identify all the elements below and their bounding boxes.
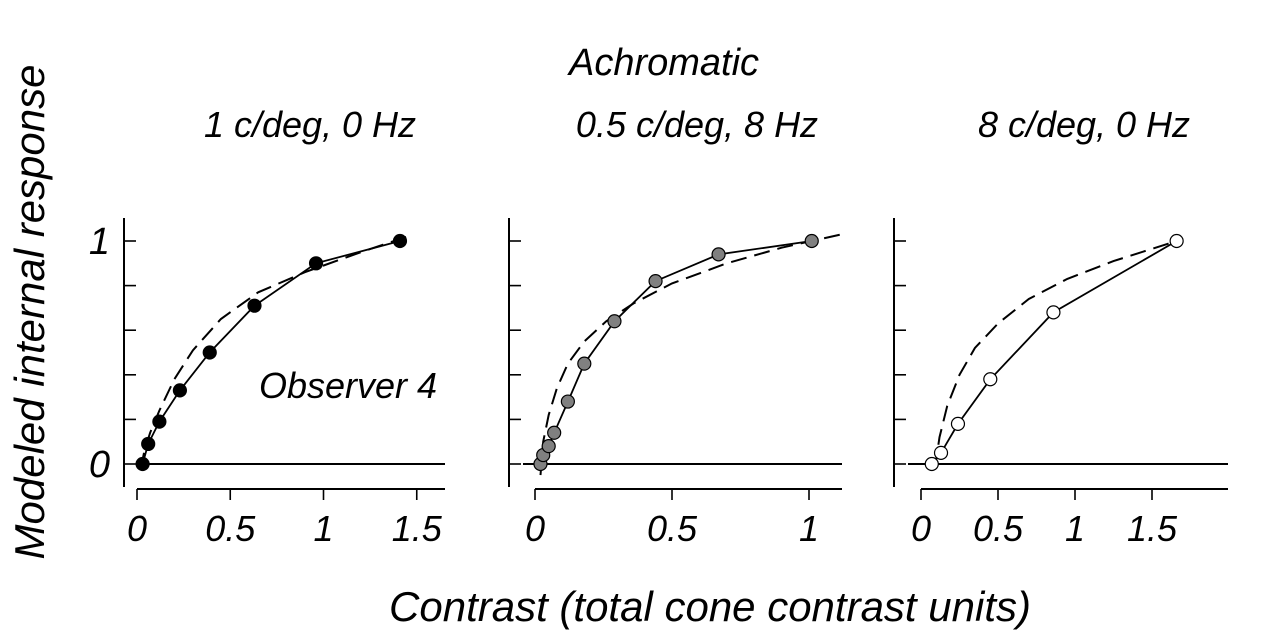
data-point — [392, 233, 408, 249]
observer-annotation: Observer 4 — [259, 365, 437, 406]
data-point — [924, 456, 939, 472]
x-tick-label: 0.5 — [647, 508, 698, 549]
panel-0-5-c-deg-8-hz: 0.5 c/deg, 8 Hz 0 0.5 1 — [508, 104, 843, 549]
x-tick-label: 1.5 — [1127, 508, 1178, 549]
x-tick-label: 0.5 — [205, 508, 256, 549]
data-point — [983, 372, 998, 387]
data-point — [560, 394, 575, 409]
panel-1-c-deg-0-hz: 1 c/deg, 0 Hz Observer 4 0 1 0 0.5 1 1.5 — [89, 104, 445, 549]
data-point — [541, 439, 556, 454]
data-point — [308, 256, 324, 271]
data-point — [648, 274, 663, 289]
data-line — [141, 240, 401, 465]
x-tick-label: 0 — [127, 508, 147, 549]
data-point — [607, 314, 622, 329]
model-fit-curve — [539, 233, 843, 476]
y-tick-label: 1 — [89, 221, 110, 263]
x-tick-label: 1 — [313, 508, 333, 549]
data-point — [247, 298, 262, 313]
data-point — [950, 416, 966, 431]
panel-title: 1 c/deg, 0 Hz — [204, 104, 416, 145]
x-tick-label: 0 — [525, 508, 545, 549]
data-line — [539, 240, 812, 465]
x-tick-label: 0.5 — [973, 508, 1024, 549]
data-point — [577, 356, 592, 371]
data-point — [933, 445, 949, 460]
x-tick-label: 1 — [799, 508, 819, 549]
x-tick-label: 1 — [1065, 508, 1085, 549]
figure-title: Achromatic — [567, 42, 759, 84]
data-point — [804, 233, 819, 249]
data-point — [135, 456, 150, 472]
data-point — [1046, 305, 1061, 320]
y-tick-label: 0 — [89, 444, 110, 486]
data-point — [141, 436, 156, 452]
data-point — [202, 345, 217, 360]
data-point — [1169, 233, 1184, 249]
y-axis-label: Modeled internal response — [6, 65, 53, 560]
panel-title: 0.5 c/deg, 8 Hz — [576, 104, 818, 145]
model-fit-curve — [933, 240, 1177, 469]
model-fit-curve — [139, 235, 408, 469]
x-axis-label: Contrast (total cone contrast units) — [389, 583, 1031, 630]
panel-8-c-deg-0-hz: 8 c/deg, 0 Hz 0 0.5 1 1.5 — [893, 104, 1228, 549]
data-point — [711, 247, 726, 262]
data-point — [172, 383, 187, 398]
data-line — [931, 240, 1178, 465]
data-point — [547, 425, 562, 440]
x-tick-label: 0 — [911, 508, 931, 549]
data-point — [152, 414, 167, 429]
panel-title: 8 c/deg, 0 Hz — [978, 104, 1190, 145]
x-tick-label: 1.5 — [392, 508, 443, 549]
